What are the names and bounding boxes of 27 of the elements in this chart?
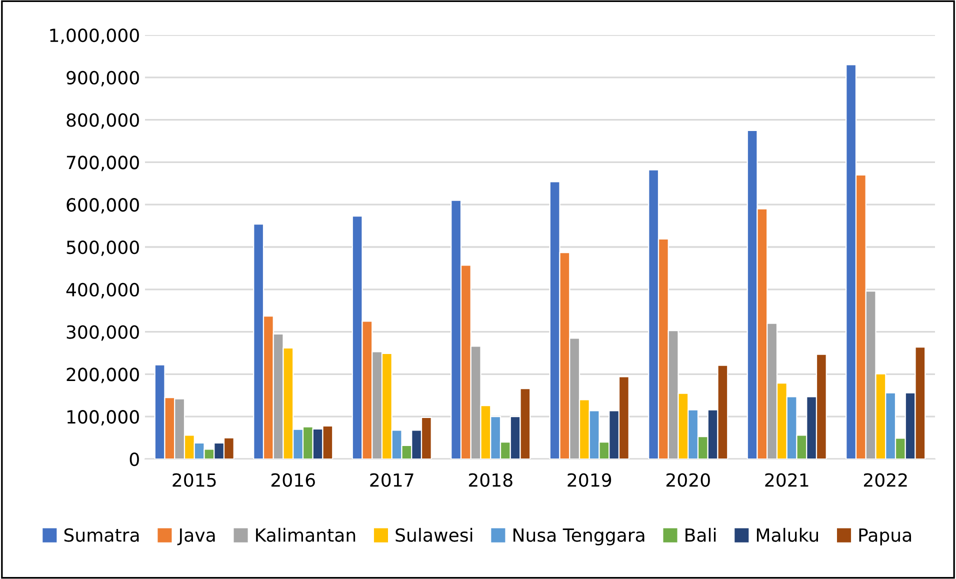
y-tick-label: 600,000 — [66, 198, 139, 214]
legend-label: Bali — [686, 528, 716, 542]
x-tick-label: 2021 — [765, 473, 808, 487]
y-tick-label: 700,000 — [66, 156, 139, 172]
x-tick-label: 2016 — [271, 473, 315, 487]
y-tick-label: 500,000 — [66, 240, 139, 256]
x-tick-label: 2019 — [568, 473, 612, 487]
legend-label: Papua — [859, 528, 912, 546]
legend-label: Java — [177, 528, 215, 546]
x-tick-label: 2015 — [172, 473, 216, 487]
legend-label: Sumatra — [64, 528, 139, 542]
x-tick-label: 2018 — [468, 473, 512, 487]
legend-label: Kalimantan — [256, 528, 356, 542]
x-tick-label: 2022 — [864, 473, 907, 487]
y-tick-label: 100,000 — [67, 410, 139, 426]
y-tick-label: 0 — [130, 452, 139, 466]
y-tick-label: 300,000 — [66, 325, 139, 341]
y-tick-label: 800,000 — [66, 113, 139, 129]
legend-label: Maluku — [756, 528, 818, 542]
x-tick-label: 2017 — [370, 473, 414, 487]
y-tick-label: 200,000 — [66, 368, 139, 384]
x-tick-label: 2020 — [666, 473, 710, 487]
y-tick-label: 400,000 — [66, 282, 139, 298]
legend-label: Nusa Tenggara — [513, 528, 644, 546]
y-tick-label: 1,000,000 — [50, 28, 139, 44]
y-tick-label: 900,000 — [66, 70, 139, 86]
legend-label: Sulawesi — [396, 528, 472, 542]
